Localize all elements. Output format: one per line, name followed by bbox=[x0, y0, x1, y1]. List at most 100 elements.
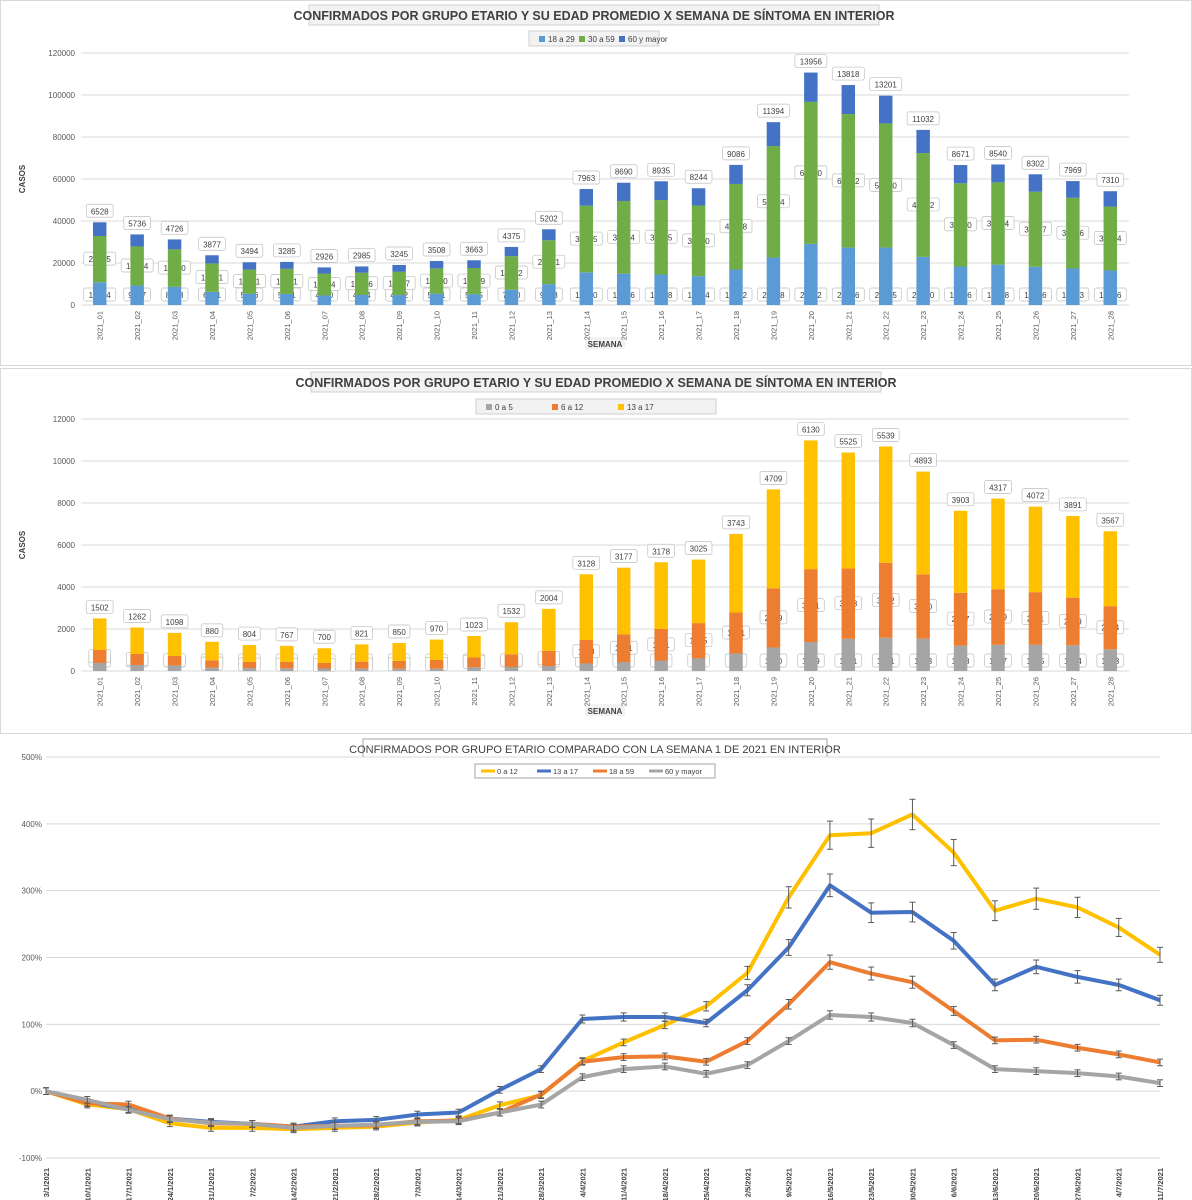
bar-segment bbox=[504, 289, 519, 305]
bar-segment bbox=[130, 285, 144, 305]
bar-segment bbox=[392, 643, 406, 661]
x-axis-label-box bbox=[585, 704, 625, 716]
y-tick-label: 400% bbox=[22, 820, 42, 829]
bar-segment bbox=[429, 261, 444, 269]
x-tick-label: 2021_28 bbox=[1106, 311, 1115, 340]
data-label-box bbox=[984, 480, 1012, 494]
data-label: 1502 bbox=[91, 603, 109, 612]
x-tick-label: 2021_19 bbox=[769, 677, 778, 706]
error-bar bbox=[1157, 1058, 1163, 1067]
bar-segment bbox=[654, 660, 668, 671]
bar-segment bbox=[953, 165, 968, 184]
data-label: 3245 bbox=[390, 250, 408, 259]
bar-segment bbox=[1103, 206, 1118, 271]
data-label: 767 bbox=[280, 631, 294, 640]
data-label: 3903 bbox=[952, 496, 970, 505]
x-tick-label: 2021_05 bbox=[245, 677, 254, 706]
bar-segment bbox=[654, 181, 668, 201]
chart-2: CONFIRMADOS POR GRUPO ETARIO Y SU EDAD P… bbox=[18, 371, 1129, 716]
y-tick-label: 100000 bbox=[48, 91, 75, 100]
data-label: 3494 bbox=[241, 247, 259, 256]
x-tick-label: 2021_10 bbox=[433, 311, 442, 340]
x-tick-label: 21/3/2021 bbox=[496, 1168, 505, 1200]
title-box bbox=[310, 371, 882, 393]
bar-segment bbox=[841, 452, 856, 569]
x-tick-label: 2021_08 bbox=[358, 677, 367, 706]
bar-segment bbox=[167, 632, 182, 656]
error-bar bbox=[620, 1053, 627, 1061]
bar-segment bbox=[542, 650, 556, 666]
bar-segment bbox=[504, 654, 519, 668]
data-label-box bbox=[871, 428, 900, 442]
y-tick-label: -100% bbox=[19, 1154, 42, 1163]
bar-segment bbox=[766, 588, 781, 648]
x-tick-label: 2021_13 bbox=[545, 311, 554, 340]
bar-segment bbox=[392, 271, 406, 296]
data-label: 13956 bbox=[800, 58, 823, 67]
bar-segment bbox=[766, 122, 781, 147]
legend: 18 a 29 30 a 59 60 y mayor bbox=[528, 30, 668, 47]
error-bar bbox=[414, 1118, 421, 1126]
error-bar bbox=[868, 966, 875, 981]
y-tick-label: 0% bbox=[30, 1087, 42, 1096]
error-bar bbox=[166, 1115, 173, 1124]
x-tick-label: 20/6/2021 bbox=[1032, 1168, 1041, 1200]
x-tick-label: 4/4/2021 bbox=[578, 1168, 587, 1197]
data-label: 700 bbox=[318, 633, 332, 642]
data-label-box bbox=[946, 146, 975, 161]
bar-segment bbox=[916, 153, 930, 257]
data-label-box bbox=[275, 627, 299, 642]
data-label-box bbox=[200, 623, 224, 638]
error-bar bbox=[620, 1038, 627, 1047]
bar-segment bbox=[504, 246, 519, 257]
x-tick-label: 2021_21 bbox=[844, 677, 853, 706]
y-tick-label: 20000 bbox=[53, 259, 76, 268]
bar-segment bbox=[205, 255, 219, 264]
bar-segment bbox=[167, 665, 182, 671]
data-label: 5202 bbox=[540, 214, 558, 223]
y-tick-label: 2000 bbox=[57, 625, 75, 634]
data-label: 8302 bbox=[1027, 159, 1045, 168]
bar-segment bbox=[429, 268, 444, 294]
bar-segment bbox=[130, 246, 144, 286]
bar-segment bbox=[878, 446, 893, 563]
data-label: 3877 bbox=[203, 240, 221, 249]
bar-segment bbox=[92, 649, 107, 663]
x-tick-label: 7/3/2021 bbox=[413, 1168, 422, 1197]
x-tick-label: 2021_13 bbox=[545, 677, 554, 706]
x-tick-label: 2021_16 bbox=[657, 677, 666, 706]
x-tick-label: 10/1/2021 bbox=[83, 1168, 92, 1200]
bar-segment bbox=[579, 574, 594, 640]
error-bar bbox=[538, 1100, 545, 1109]
error-bar bbox=[785, 1037, 792, 1045]
bar-segment bbox=[242, 293, 257, 305]
error-bar bbox=[826, 820, 833, 850]
x-tick-label: 2021_14 bbox=[582, 311, 591, 340]
bar-segment bbox=[167, 286, 182, 305]
x-tick-label: 2021_01 bbox=[96, 677, 105, 706]
bar-segment bbox=[205, 660, 219, 668]
bar-segment bbox=[130, 653, 144, 665]
x-tick-label: 2021_26 bbox=[1031, 311, 1040, 340]
bar-segment bbox=[242, 668, 257, 671]
data-label-box bbox=[385, 246, 413, 261]
series-line-60-y-mayor bbox=[45, 1012, 1161, 1130]
y-tick-label: 80000 bbox=[53, 133, 76, 142]
error-bar bbox=[1157, 994, 1163, 1006]
bar-segment bbox=[1103, 649, 1118, 671]
title-box bbox=[308, 4, 880, 26]
y-tick-label: 40000 bbox=[53, 217, 76, 226]
bar-segment bbox=[953, 510, 968, 593]
x-tick-label: 31/1/2021 bbox=[207, 1168, 216, 1200]
x-tick-label: 2021_09 bbox=[395, 677, 404, 706]
y-tick-label: 200% bbox=[22, 954, 42, 963]
x-tick-label: 2021_06 bbox=[283, 311, 292, 340]
data-label-box bbox=[85, 203, 114, 218]
bar-segment bbox=[878, 123, 893, 248]
bar-segment bbox=[317, 648, 332, 663]
chart-3: CONFIRMADOS POR GRUPO ETARIO COMPARADO C… bbox=[19, 738, 1165, 1200]
x-axis-label: SEMANA bbox=[588, 340, 623, 349]
error-bar bbox=[538, 1090, 545, 1099]
error-bar bbox=[620, 1012, 627, 1022]
x-tick-label: 2021_27 bbox=[1069, 311, 1078, 340]
